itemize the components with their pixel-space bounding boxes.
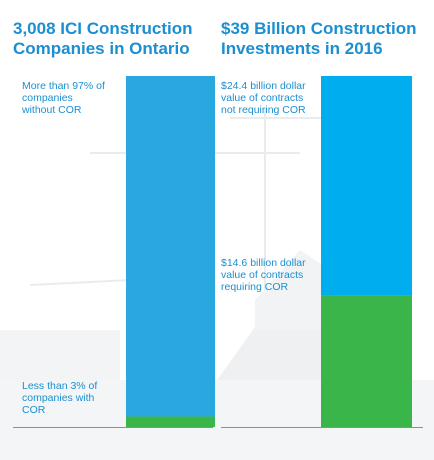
left-top-label-line-1: More than 97% of [22, 80, 105, 92]
left-chart-title: 3,008 ICI Construction Companies in Onta… [13, 19, 192, 59]
left-bottom-segment-label: Less than 3% of companies with COR [22, 380, 97, 416]
left-top-segment-label: More than 97% of companies without COR [22, 80, 105, 116]
right-top-label-line-1: $24.4 billion dollar [221, 80, 306, 92]
left-title-line-1: 3,008 ICI Construction [13, 19, 193, 38]
right-title-line-2: Investments in 2016 [221, 39, 383, 58]
left-title-line-2: Companies in Ontario [13, 39, 190, 58]
left-top-label-line-3: without COR [22, 104, 82, 116]
left-top-label-line-2: companies [22, 92, 73, 104]
right-bottom-label-line-1: $14.6 billion dollar [221, 257, 306, 269]
right-bar-segment-green [321, 295, 412, 427]
right-bar-segment-blue [321, 76, 412, 296]
right-bottom-segment-label: $14.6 billion dollar value of contracts … [221, 257, 306, 293]
right-chart-title: $39 Billion Construction Investments in … [221, 19, 417, 59]
right-title-line-1: $39 Billion Construction [221, 19, 417, 38]
right-top-label-line-3: not requiring COR [221, 104, 306, 116]
right-bottom-label-line-2: value of contracts [221, 269, 304, 281]
left-bottom-label-line-1: Less than 3% of [22, 380, 98, 392]
right-top-label-line-2: value of contracts [221, 92, 304, 104]
left-bar-segment-blue [126, 76, 215, 417]
left-bar-segment-green [126, 416, 215, 427]
left-bottom-label-line-2: companies with [22, 392, 95, 404]
right-top-segment-label: $24.4 billion dollar value of contracts … [221, 80, 306, 116]
left-bottom-label-line-3: COR [22, 404, 46, 416]
right-bottom-label-line-3: requiring COR [221, 281, 289, 293]
